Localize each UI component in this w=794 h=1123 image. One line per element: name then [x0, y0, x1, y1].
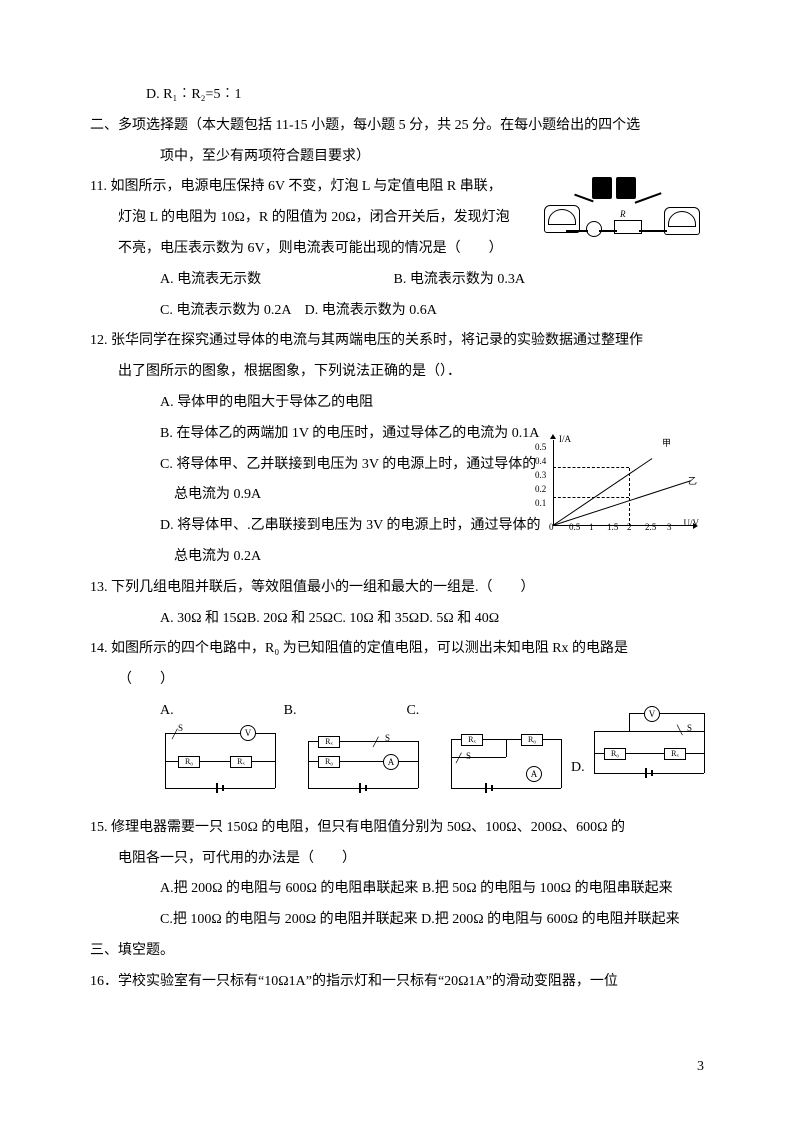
switch-label: ╱ — [373, 733, 378, 753]
rx-label: Rₓ — [664, 748, 686, 760]
rx-label: Rₓ — [230, 756, 252, 768]
q11-figure: R — [544, 175, 704, 255]
q11-options-ab: A. 电流表无示数 B. 电流表示数为 0.3A — [90, 265, 704, 296]
r0-label: R₀ — [604, 748, 626, 760]
switch-label: ╱ — [456, 749, 461, 769]
q12-line2: 出了图所示的图象，根据图象，下列说法正确的是（）． — [90, 357, 704, 388]
q14-line1: 14. 如图所示的四个电路中，R₀ 为已知阻值的定值电阻，可以测出未知电阻 Rx… — [90, 634, 704, 665]
q12-graph: I/A U/V 0.1 0.2 0.3 0.4 0.5 0 0.5 1 1.5 … — [529, 430, 699, 540]
r0-label: R₀ — [521, 734, 543, 746]
ytick: 0.5 — [535, 438, 546, 458]
xtick: 2.5 — [645, 518, 656, 538]
voltmeter-icon: V — [644, 706, 660, 722]
switch-s-label: S — [687, 719, 692, 739]
q12-opt-d2: 总电流为 0.2A — [90, 542, 704, 573]
q14-label-a: A. — [160, 696, 174, 727]
switch-s-label: S — [466, 747, 471, 767]
q11-options-cd: C. 电流表示数为 0.2A D. 电流表示数为 0.6A — [90, 296, 704, 327]
ammeter-icon: A — [383, 754, 399, 770]
xtick: 1.5 — [607, 518, 618, 538]
section3-heading: 三、填空题。 — [90, 936, 704, 967]
circuit-d: D. V ╲ S R₀ Rₓ — [589, 713, 704, 783]
q12-line1: 12. 张华同学在探究通过导体的电流与其两端电压的关系时，将记录的实验数据通过整… — [90, 326, 704, 357]
ammeter-icon: A — [526, 766, 542, 782]
line-a-label: 甲 — [662, 434, 671, 454]
rx-label: Rₓ — [461, 734, 483, 746]
resistor-icon — [614, 220, 642, 234]
circuit-b: Rₓ ╱ S R₀ A — [303, 733, 418, 803]
xtick: 0 — [549, 518, 554, 538]
switch-label: ╲ — [677, 721, 682, 741]
switch-s-label: S — [385, 729, 390, 749]
section2-heading: 二、多项选择题（本大题包括 11-15 小题，每小题 5 分，共 25 分。在每… — [90, 111, 704, 142]
q11-opt-b: B. 电流表示数为 0.3A — [394, 265, 525, 296]
voltmeter-icon: V — [240, 725, 256, 741]
q15-options-cd: C.把 100Ω 的电阻与 200Ω 的电阻并联起来 D.把 200Ω 的电阻与… — [90, 905, 704, 936]
r0-label: R₀ — [178, 756, 200, 768]
q11-opt-a: A. 电流表无示数 — [160, 265, 390, 296]
q13-line1: 13. 下列几组电阻并联后，等效阻值最小的一组和最大的一组是.（ ） — [90, 573, 704, 604]
circuit-a: ╱ S V R₀ Rₓ — [160, 733, 275, 803]
q14-circuits-figure: ╱ S V R₀ Rₓ Rₓ ╱ S R₀ A — [160, 733, 704, 813]
q10-option-d: D. R₁︰R₂=5︰1 — [90, 80, 704, 111]
circuit-c: Rₓ R₀ ╱ S A — [446, 733, 561, 803]
xtick: 3 — [667, 518, 672, 538]
rx-label: Rₓ — [318, 736, 340, 748]
section2-heading-cont: 项中，至少有两项符合题目要求） — [90, 142, 704, 173]
q14-label-b: B. — [284, 696, 297, 727]
q12-opt-a: A. 导体甲的电阻大于导体乙的电阻 — [90, 388, 704, 419]
r-label: R — [620, 205, 626, 225]
y-axis-label: I/A — [559, 430, 571, 450]
q15-line2: 电阻各一只，可代用的办法是（ ） — [90, 844, 704, 875]
q14-label-c: C. — [406, 696, 419, 727]
x-axis-label: U/V — [684, 514, 700, 534]
r0-label: R₀ — [318, 756, 340, 768]
q16-line1: 16．学校实验室有一只标有“10Ω1A”的指示灯和一只标有“20Ω1A”的滑动变… — [90, 967, 704, 998]
xtick: 0.5 — [569, 518, 580, 538]
battery-icon — [641, 768, 657, 778]
q13-options: A. 30Ω 和 15ΩB. 20Ω 和 25ΩC. 10Ω 和 35ΩD. 5… — [90, 604, 704, 635]
switch-label: ╱ — [172, 725, 177, 745]
battery-icon — [481, 783, 497, 793]
q15-options-ab: A.把 200Ω 的电阻与 600Ω 的电阻串联起来 B.把 50Ω 的电阻与 … — [90, 874, 704, 905]
q14-label-d: D. — [571, 753, 585, 784]
page-number: 3 — [697, 1052, 704, 1083]
q15-line1: 15. 修理电器需要一只 150Ω 的电阻，但只有电阻值分别为 50Ω、100Ω… — [90, 813, 704, 844]
q14-line2: （ ） — [90, 665, 704, 696]
xtick: 1 — [589, 518, 594, 538]
battery-icon — [355, 783, 371, 793]
battery-icon — [212, 783, 228, 793]
switch-s-label: S — [178, 719, 183, 739]
line-b-label: 乙 — [688, 472, 697, 492]
